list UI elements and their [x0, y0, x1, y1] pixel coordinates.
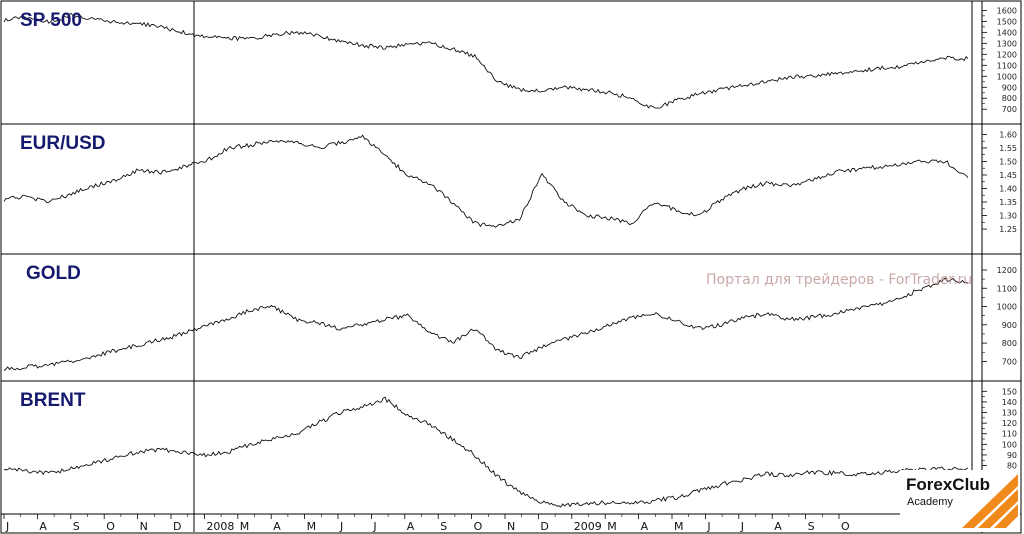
x-tick-label: N [140, 520, 148, 533]
x-tick-label: S [808, 520, 815, 533]
series-line-3 [3, 277, 969, 372]
x-tick-label: D [540, 520, 548, 533]
brand-name: ForexClub [906, 475, 990, 494]
y-tick-label: 700 [1002, 357, 1017, 366]
series-line-4 [3, 396, 969, 508]
x-tick-label: J [706, 520, 710, 533]
y-tick-label: 1.35 [999, 198, 1017, 207]
y-tick-label: 1100 [997, 284, 1017, 293]
y-tick-label: 1.40 [999, 185, 1017, 194]
y-tick-label: 1.55 [999, 144, 1017, 153]
y-tick-label: 90 [1007, 451, 1017, 460]
y-tick-label: 1.30 [999, 212, 1017, 221]
x-tick-label: A [774, 520, 782, 533]
x-tick-label: 2008 [206, 520, 234, 533]
watermark: Портал для трейдеров - ForTrader.ru [706, 272, 972, 288]
x-tick-label: M [674, 520, 684, 533]
x-tick-label: A [273, 520, 281, 533]
x-tick-label: D [173, 520, 181, 533]
x-tick-label: J [740, 520, 744, 533]
x-tick-label: 2009 [574, 520, 602, 533]
panel-1: 700 800 900 1000 1100 1200 1300 1400 1500 1600 SP … [3, 6, 1017, 114]
x-tick-label: M [307, 520, 317, 533]
x-tick-label: J [5, 520, 9, 533]
y-tick-label: 120 [1002, 419, 1017, 428]
y-tick-label: 800 [1002, 339, 1017, 348]
y-tick-label: 1000 [997, 303, 1017, 312]
x-tick-label: J [372, 520, 376, 533]
y-tick-label: 80 [1007, 462, 1017, 471]
x-tick-label: J [339, 520, 343, 533]
panel-title: GOLD [26, 263, 81, 284]
x-tick-label: A [407, 520, 415, 533]
x-tick-label: N [507, 520, 515, 533]
y-tick-label: 1300 [997, 39, 1017, 48]
y-tick-label: 1.60 [999, 130, 1017, 139]
y-tick-label: 140 [1002, 398, 1017, 407]
x-tick-label: M [607, 520, 617, 533]
y-tick-label: 1.50 [999, 157, 1017, 166]
x-tick-label: A [39, 520, 47, 533]
panel-title: BRENT [20, 390, 86, 411]
x-tick-label: O [474, 520, 483, 533]
y-tick-label: 150 [1002, 387, 1017, 396]
y-tick-label: 1.45 [999, 171, 1017, 180]
y-tick-label: 1100 [997, 61, 1017, 70]
x-tick-label: S [73, 520, 80, 533]
y-tick-label: 1400 [997, 28, 1017, 37]
panel-title: SP 500 [20, 10, 82, 31]
series-line-1 [3, 12, 969, 109]
y-tick-label: 900 [1002, 321, 1017, 330]
series-line-2 [3, 134, 969, 228]
y-tick-label: 900 [1002, 83, 1017, 92]
x-tick-label: O [106, 520, 115, 533]
brand-stripe-3 [994, 504, 1018, 528]
y-tick-label: 1.25 [999, 225, 1017, 234]
panel-4: 708090100110120130140150BRENT [1, 380, 1021, 508]
y-tick-label: 1600 [997, 6, 1017, 15]
y-tick-label: 100 [1002, 440, 1017, 449]
y-tick-label: 1200 [997, 50, 1017, 59]
brand-stripe-1 [962, 474, 1018, 528]
panel-3: 700 800 900 1000 1100 1200 GOLD [1, 253, 1021, 372]
y-tick-label: 1000 [997, 72, 1017, 81]
panel-title: EUR/USD [20, 133, 106, 154]
y-tick-label: 800 [1002, 94, 1017, 103]
y-tick-label: 130 [1002, 409, 1017, 418]
y-tick-label: 700 [1002, 105, 1017, 114]
panel-2: 1.25 1.30 1.35 1.40 1.45 1.50 1.55 1.60 EUR/USD [1, 123, 1021, 234]
brand-sub: Academy [907, 496, 953, 508]
y-tick-label: 1500 [997, 17, 1017, 26]
x-tick-label: A [641, 520, 649, 533]
brand-logo: ForexClub Academy [900, 470, 1020, 532]
x-tick-label: S [440, 520, 447, 533]
y-tick-label: 1200 [997, 266, 1017, 275]
x-tick-label: O [841, 520, 850, 533]
x-tick-label: M [240, 520, 250, 533]
y-tick-label: 110 [1002, 430, 1017, 439]
brand-stripe-2 [978, 489, 1018, 528]
